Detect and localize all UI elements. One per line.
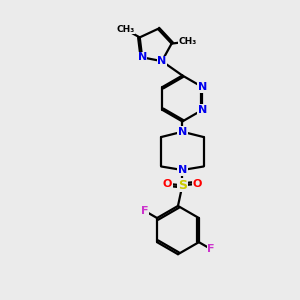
- Text: N: N: [178, 127, 187, 137]
- Text: CH₃: CH₃: [178, 37, 197, 46]
- Text: N: N: [157, 56, 167, 66]
- Text: CH₃: CH₃: [116, 25, 135, 34]
- Text: N: N: [138, 52, 147, 62]
- Text: N: N: [198, 105, 207, 115]
- Text: N: N: [178, 165, 187, 175]
- Text: N: N: [198, 82, 207, 92]
- Text: O: O: [192, 179, 202, 189]
- Text: F: F: [207, 244, 215, 254]
- Text: S: S: [178, 179, 187, 192]
- Text: O: O: [163, 179, 172, 189]
- Text: F: F: [141, 206, 148, 216]
